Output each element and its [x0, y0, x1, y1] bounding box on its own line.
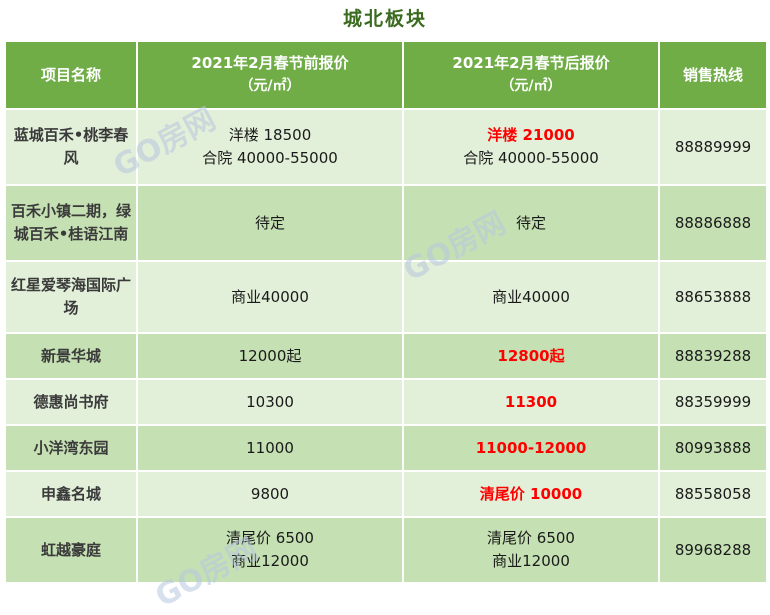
header-row: 项目名称 2021年2月春节前报价 （元/㎡） 2021年2月春节后报价 （元/…: [4, 40, 768, 110]
price-before-cell: 11000: [136, 424, 404, 472]
price-before-line: 9800: [250, 484, 290, 503]
project-name-cell: 红星爱琴海国际广场: [4, 260, 138, 334]
price-before-line: 10300: [246, 392, 294, 411]
price-before-cell: 12000起: [136, 332, 404, 380]
price-table: 项目名称 2021年2月春节前报价 （元/㎡） 2021年2月春节后报价 （元/…: [4, 40, 768, 584]
price-before-line: 待定: [254, 213, 285, 232]
hotline-cell: 88839288: [658, 332, 768, 380]
col-header-after: 2021年2月春节后报价 （元/㎡）: [402, 40, 660, 110]
price-before-cell: 洋楼 18500 合院 40000-55000: [136, 108, 404, 186]
price-after-cell: 商业40000: [402, 260, 660, 334]
price-before-cell: 9800: [136, 470, 404, 518]
project-name-cell: 百禾小镇二期，绿城百禾•桂语江南: [4, 184, 138, 262]
price-before-line: 12000起: [238, 346, 302, 365]
price-before-cell: 10300: [136, 378, 404, 426]
col-header-project: 项目名称: [4, 40, 138, 110]
table-row: 蓝城百禾•桃李春风 洋楼 18500 合院 40000-55000 洋楼 21000 合…: [4, 108, 768, 186]
price-before-cell: 商业40000: [136, 260, 404, 334]
price-after-cell: 清尾价 6500 商业12000: [402, 516, 660, 584]
col-header-hotline: 销售热线: [658, 40, 768, 110]
table-row: 百禾小镇二期，绿城百禾•桂语江南 待定 待定 88886888: [4, 184, 768, 262]
project-name-cell: 虹越豪庭: [4, 516, 138, 584]
price-after-cell: 清尾价 10000: [402, 470, 660, 518]
price-before-line: 商业12000: [231, 552, 309, 570]
price-after-line: 清尾价 10000: [479, 484, 583, 503]
price-after-cell: 11000-12000: [402, 424, 660, 472]
price-after-cell: 洋楼 21000 合院 40000-55000: [402, 108, 660, 186]
project-name-cell: 申鑫名城: [4, 470, 138, 518]
table-row: 新景华城 12000起 12800起 88839288: [4, 332, 768, 380]
hotline-cell: 88359999: [658, 378, 768, 426]
price-after-cell: 11300: [402, 378, 660, 426]
table-row: 德惠尚书府 10300 11300 88359999: [4, 378, 768, 426]
price-after-line: 11300: [504, 392, 558, 411]
price-after-line: 11000-12000: [475, 438, 587, 457]
project-name-cell: 新景华城: [4, 332, 138, 380]
project-name-cell: 小洋湾东园: [4, 424, 138, 472]
hotline-cell: 88653888: [658, 260, 768, 334]
price-after-line: 洋楼 21000: [487, 126, 575, 144]
price-after-cell: 待定: [402, 184, 660, 262]
table-row: 虹越豪庭 清尾价 6500 商业12000 清尾价 6500 商业12000 899682…: [4, 516, 768, 584]
hotline-cell: 88558058: [658, 470, 768, 518]
hotline-cell: 88886888: [658, 184, 768, 262]
project-name-cell: 蓝城百禾•桃李春风: [4, 108, 138, 186]
hotline-cell: 80993888: [658, 424, 768, 472]
price-before-line: 洋楼 18500: [228, 126, 312, 144]
price-after-line: 商业12000: [492, 552, 570, 570]
price-after-line: 合院 40000-55000: [463, 149, 599, 167]
price-before-line: 商业40000: [231, 287, 309, 306]
price-before-line: 清尾价 6500: [226, 529, 314, 547]
table-row: 红星爱琴海国际广场 商业40000 商业40000 88653888: [4, 260, 768, 334]
hotline-cell: 89968288: [658, 516, 768, 584]
price-after-line: 待定: [515, 213, 546, 232]
table-row: 申鑫名城 9800 清尾价 10000 88558058: [4, 470, 768, 518]
price-after-line: 商业40000: [492, 287, 570, 306]
price-before-cell: 清尾价 6500 商业12000: [136, 516, 404, 584]
price-before-cell: 待定: [136, 184, 404, 262]
page-title: 城北板块: [342, 8, 427, 30]
price-after-cell: 12800起: [402, 332, 660, 380]
price-before-line: 合院 40000-55000: [202, 149, 338, 167]
project-name-cell: 德惠尚书府: [4, 378, 138, 426]
price-after-line: 清尾价 6500: [487, 529, 575, 547]
price-before-line: 11000: [246, 438, 294, 457]
col-header-before: 2021年2月春节前报价 （元/㎡）: [136, 40, 404, 110]
hotline-cell: 88889999: [658, 108, 768, 186]
table-row: 小洋湾东园 11000 11000-12000 80993888: [4, 424, 768, 472]
price-after-line: 12800起: [497, 346, 565, 365]
